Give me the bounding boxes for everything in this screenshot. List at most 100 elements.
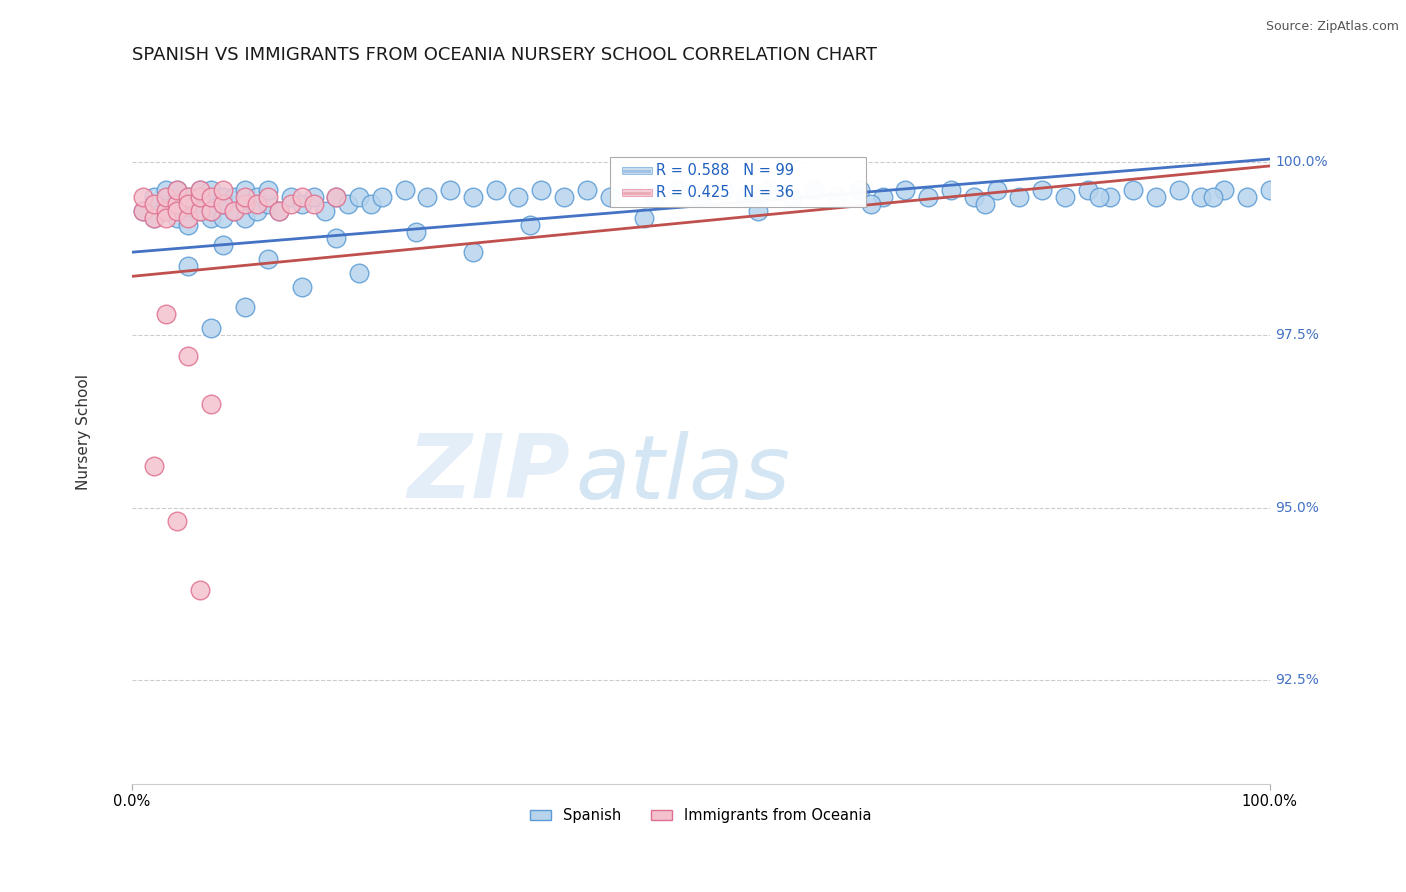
Point (485, 183, 508, 197)
Point (235, 183, 257, 197)
Text: 95.0%: 95.0% (1275, 500, 1319, 515)
Point (1031, 183, 1053, 197)
Point (711, 183, 734, 197)
Point (825, 190, 848, 204)
Point (280, 197, 302, 211)
Point (325, 231, 347, 245)
Point (200, 211, 222, 225)
Point (508, 190, 530, 204)
Point (371, 190, 394, 204)
Point (280, 190, 302, 204)
Point (347, 190, 370, 204)
Point (872, 190, 894, 204)
Point (336, 197, 359, 211)
Point (188, 197, 211, 211)
Point (758, 183, 780, 197)
Point (257, 183, 280, 197)
Point (269, 203, 291, 218)
Point (360, 197, 382, 211)
Point (235, 197, 257, 211)
Point (188, 190, 211, 204)
Point (177, 190, 200, 204)
Text: R = 0.425   N = 36: R = 0.425 N = 36 (657, 186, 794, 201)
FancyBboxPatch shape (610, 157, 866, 207)
Point (166, 197, 188, 211)
Point (235, 190, 257, 204)
Point (188, 583, 211, 598)
Text: atlas: atlas (575, 431, 790, 517)
Point (155, 307, 177, 321)
Point (222, 203, 245, 218)
Point (803, 183, 825, 197)
Point (211, 190, 233, 204)
Point (155, 203, 177, 218)
Point (155, 183, 177, 197)
Point (155, 197, 177, 211)
Point (211, 238, 233, 252)
Point (200, 183, 222, 197)
Point (1213, 183, 1236, 197)
Text: 97.5%: 97.5% (1275, 328, 1319, 342)
Text: Nursery School: Nursery School (76, 374, 91, 490)
Point (1088, 190, 1111, 204)
Point (155, 211, 177, 225)
Point (666, 183, 689, 197)
FancyBboxPatch shape (621, 189, 651, 196)
Point (143, 211, 166, 225)
Point (325, 190, 347, 204)
Point (1008, 190, 1031, 204)
Point (188, 203, 211, 218)
Point (143, 190, 166, 204)
Point (211, 183, 233, 197)
Point (235, 211, 257, 225)
Point (257, 190, 280, 204)
Point (1258, 183, 1281, 197)
Point (188, 203, 211, 218)
Point (166, 515, 188, 529)
Point (860, 197, 883, 211)
Point (553, 190, 575, 204)
Point (302, 197, 325, 211)
Point (347, 266, 370, 280)
Point (166, 190, 188, 204)
Point (257, 252, 280, 267)
Point (621, 183, 644, 197)
Point (177, 211, 200, 225)
Text: Source: ZipAtlas.com: Source: ZipAtlas.com (1265, 20, 1399, 33)
Point (155, 190, 177, 204)
Point (291, 197, 314, 211)
Point (461, 190, 484, 204)
Point (257, 197, 280, 211)
Point (166, 183, 188, 197)
Point (1122, 183, 1144, 197)
Point (394, 183, 416, 197)
Point (780, 190, 803, 204)
Point (132, 203, 155, 218)
Point (735, 190, 758, 204)
Point (519, 218, 541, 232)
Point (325, 190, 347, 204)
Point (211, 211, 233, 225)
Point (235, 197, 257, 211)
Point (246, 197, 269, 211)
Point (200, 190, 222, 204)
Point (747, 203, 769, 218)
Point (200, 397, 222, 411)
Point (963, 190, 986, 204)
Point (1236, 190, 1258, 204)
Text: 92.5%: 92.5% (1275, 673, 1319, 687)
Point (1077, 183, 1099, 197)
Point (575, 183, 598, 197)
Point (917, 190, 939, 204)
Point (188, 183, 211, 197)
Point (291, 190, 314, 204)
Point (132, 190, 155, 204)
Point (416, 190, 439, 204)
Point (200, 203, 222, 218)
Point (211, 197, 233, 211)
Point (439, 183, 461, 197)
Point (1167, 183, 1189, 197)
Point (405, 225, 427, 239)
FancyBboxPatch shape (621, 168, 651, 174)
Point (177, 218, 200, 232)
